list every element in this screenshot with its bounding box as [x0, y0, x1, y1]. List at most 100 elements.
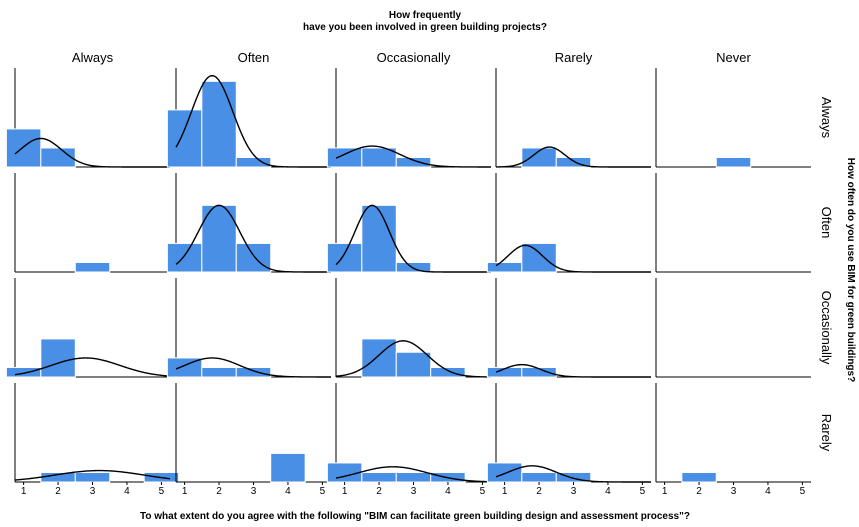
histogram-bar [395, 156, 432, 168]
histogram-bar [430, 366, 466, 378]
histogram-bar [74, 471, 111, 483]
normal-curve [495, 146, 651, 168]
row-label-often: Often [819, 207, 834, 239]
x-tick-label: 5 [800, 486, 806, 497]
normal-curve [495, 465, 651, 483]
panel-r2-c3 [326, 173, 491, 273]
x-tick-label: 5 [480, 486, 486, 497]
histogram-bar [521, 366, 557, 378]
histogram-bar [361, 471, 397, 483]
histogram-bar [395, 351, 432, 378]
normal-curve [175, 204, 331, 273]
normal-curve [14, 469, 171, 481]
x-axis-title: To what extent do you agree with the fol… [140, 511, 690, 522]
row-label-occasionally: Occasionally [819, 291, 834, 365]
chart-title-line-2: have you been involved in green building… [303, 22, 547, 33]
normal-curve [175, 74, 331, 168]
histogram-bar [486, 261, 523, 273]
row-label-rarely: Rarely [819, 414, 834, 452]
histogram-bar [521, 242, 557, 273]
histogram-bar [5, 128, 42, 168]
histogram-bar [521, 471, 557, 483]
normal-curve [495, 363, 651, 378]
x-tick-label: 5 [640, 486, 646, 497]
x-tick-label: 4 [124, 486, 130, 497]
histogram-bar [326, 147, 363, 168]
row-label-always: Always [819, 97, 834, 139]
panel-r1-c3 [326, 68, 491, 168]
panel-r1-c4 [495, 68, 651, 168]
panel-r1-c5 [655, 68, 811, 168]
column-header-occasionally: Occasionally [377, 50, 451, 65]
panel-r4-c1: 1 2 3 4 5 [14, 383, 180, 497]
x-tick-label: 4 [285, 486, 291, 497]
histogram-bar [486, 462, 523, 483]
histogram-bar [235, 242, 272, 273]
x-tick-label: 2 [216, 486, 222, 497]
x-tick-label: 4 [445, 486, 451, 497]
normal-curve [175, 357, 331, 378]
x-tick-label: 3 [90, 486, 96, 497]
x-tick-label: 1 [502, 486, 508, 497]
histogram-bar [361, 204, 397, 273]
x-tick-label: 4 [605, 486, 611, 497]
panel-r3-c1 [5, 278, 171, 378]
histogram-bar [166, 109, 203, 168]
histogram-bar [326, 242, 363, 273]
normal-curve [335, 204, 491, 273]
x-tick-label: 2 [376, 486, 382, 497]
panel-r1-c1 [5, 68, 170, 168]
histogram-bar [201, 366, 237, 378]
column-header-often: Often [238, 50, 270, 65]
column-header-always: Always [72, 50, 114, 65]
panel-r3-c5 [655, 278, 811, 378]
histogram-bar [40, 338, 76, 378]
histogram-bar [166, 242, 203, 273]
normal-curve [335, 466, 492, 483]
panel-r3-c2 [166, 278, 331, 378]
histogram-bar [74, 261, 111, 273]
histogram-bar [40, 147, 76, 168]
normal-curve [335, 145, 491, 168]
histogram-bar [555, 156, 592, 168]
panel-r3-c3 [335, 278, 492, 378]
histogram-bar [326, 462, 363, 483]
histogram-bar [201, 204, 237, 273]
histogram-bar [681, 471, 717, 483]
x-tick-label: 5 [320, 486, 326, 497]
normal-curve [14, 137, 170, 168]
histogram-bar [395, 261, 432, 273]
histogram-bar [715, 156, 752, 168]
histogram-bar [395, 471, 432, 483]
panel-r4-c5: 1 2 3 4 5 [655, 383, 811, 497]
chart-title-line-1: How frequently [389, 10, 462, 21]
histogram-bar [270, 452, 306, 483]
x-tick-label: 3 [571, 486, 577, 497]
normal-curve [335, 340, 492, 378]
x-tick-label: 1 [182, 486, 188, 497]
panel-r1-c2 [166, 68, 331, 168]
x-tick-label: 2 [536, 486, 542, 497]
column-header-rarely: Rarely [555, 50, 593, 65]
histogram-bar [235, 156, 272, 168]
x-tick-label: 3 [731, 486, 737, 497]
histogram-bar [5, 366, 42, 378]
histogram-bar [201, 80, 237, 168]
x-tick-label: 2 [55, 486, 61, 497]
x-tick-label: 1 [342, 486, 348, 497]
x-tick-label: 1 [662, 486, 668, 497]
panel-r2-c2 [166, 173, 331, 273]
panel-r2-c1 [14, 173, 170, 273]
panel-r4-c3: 1 2 3 4 5 [326, 383, 492, 497]
x-tick-label: 3 [251, 486, 257, 497]
x-tick-label: 4 [765, 486, 771, 497]
x-tick-label: 1 [21, 486, 27, 497]
panel-r2-c5 [655, 173, 811, 273]
panel-r2-c4 [486, 173, 651, 273]
x-tick-label: 2 [696, 486, 702, 497]
normal-curve [495, 244, 651, 273]
x-tick-label: 3 [411, 486, 417, 497]
histogram-bar [235, 366, 272, 378]
panel-r3-c4 [486, 278, 651, 378]
